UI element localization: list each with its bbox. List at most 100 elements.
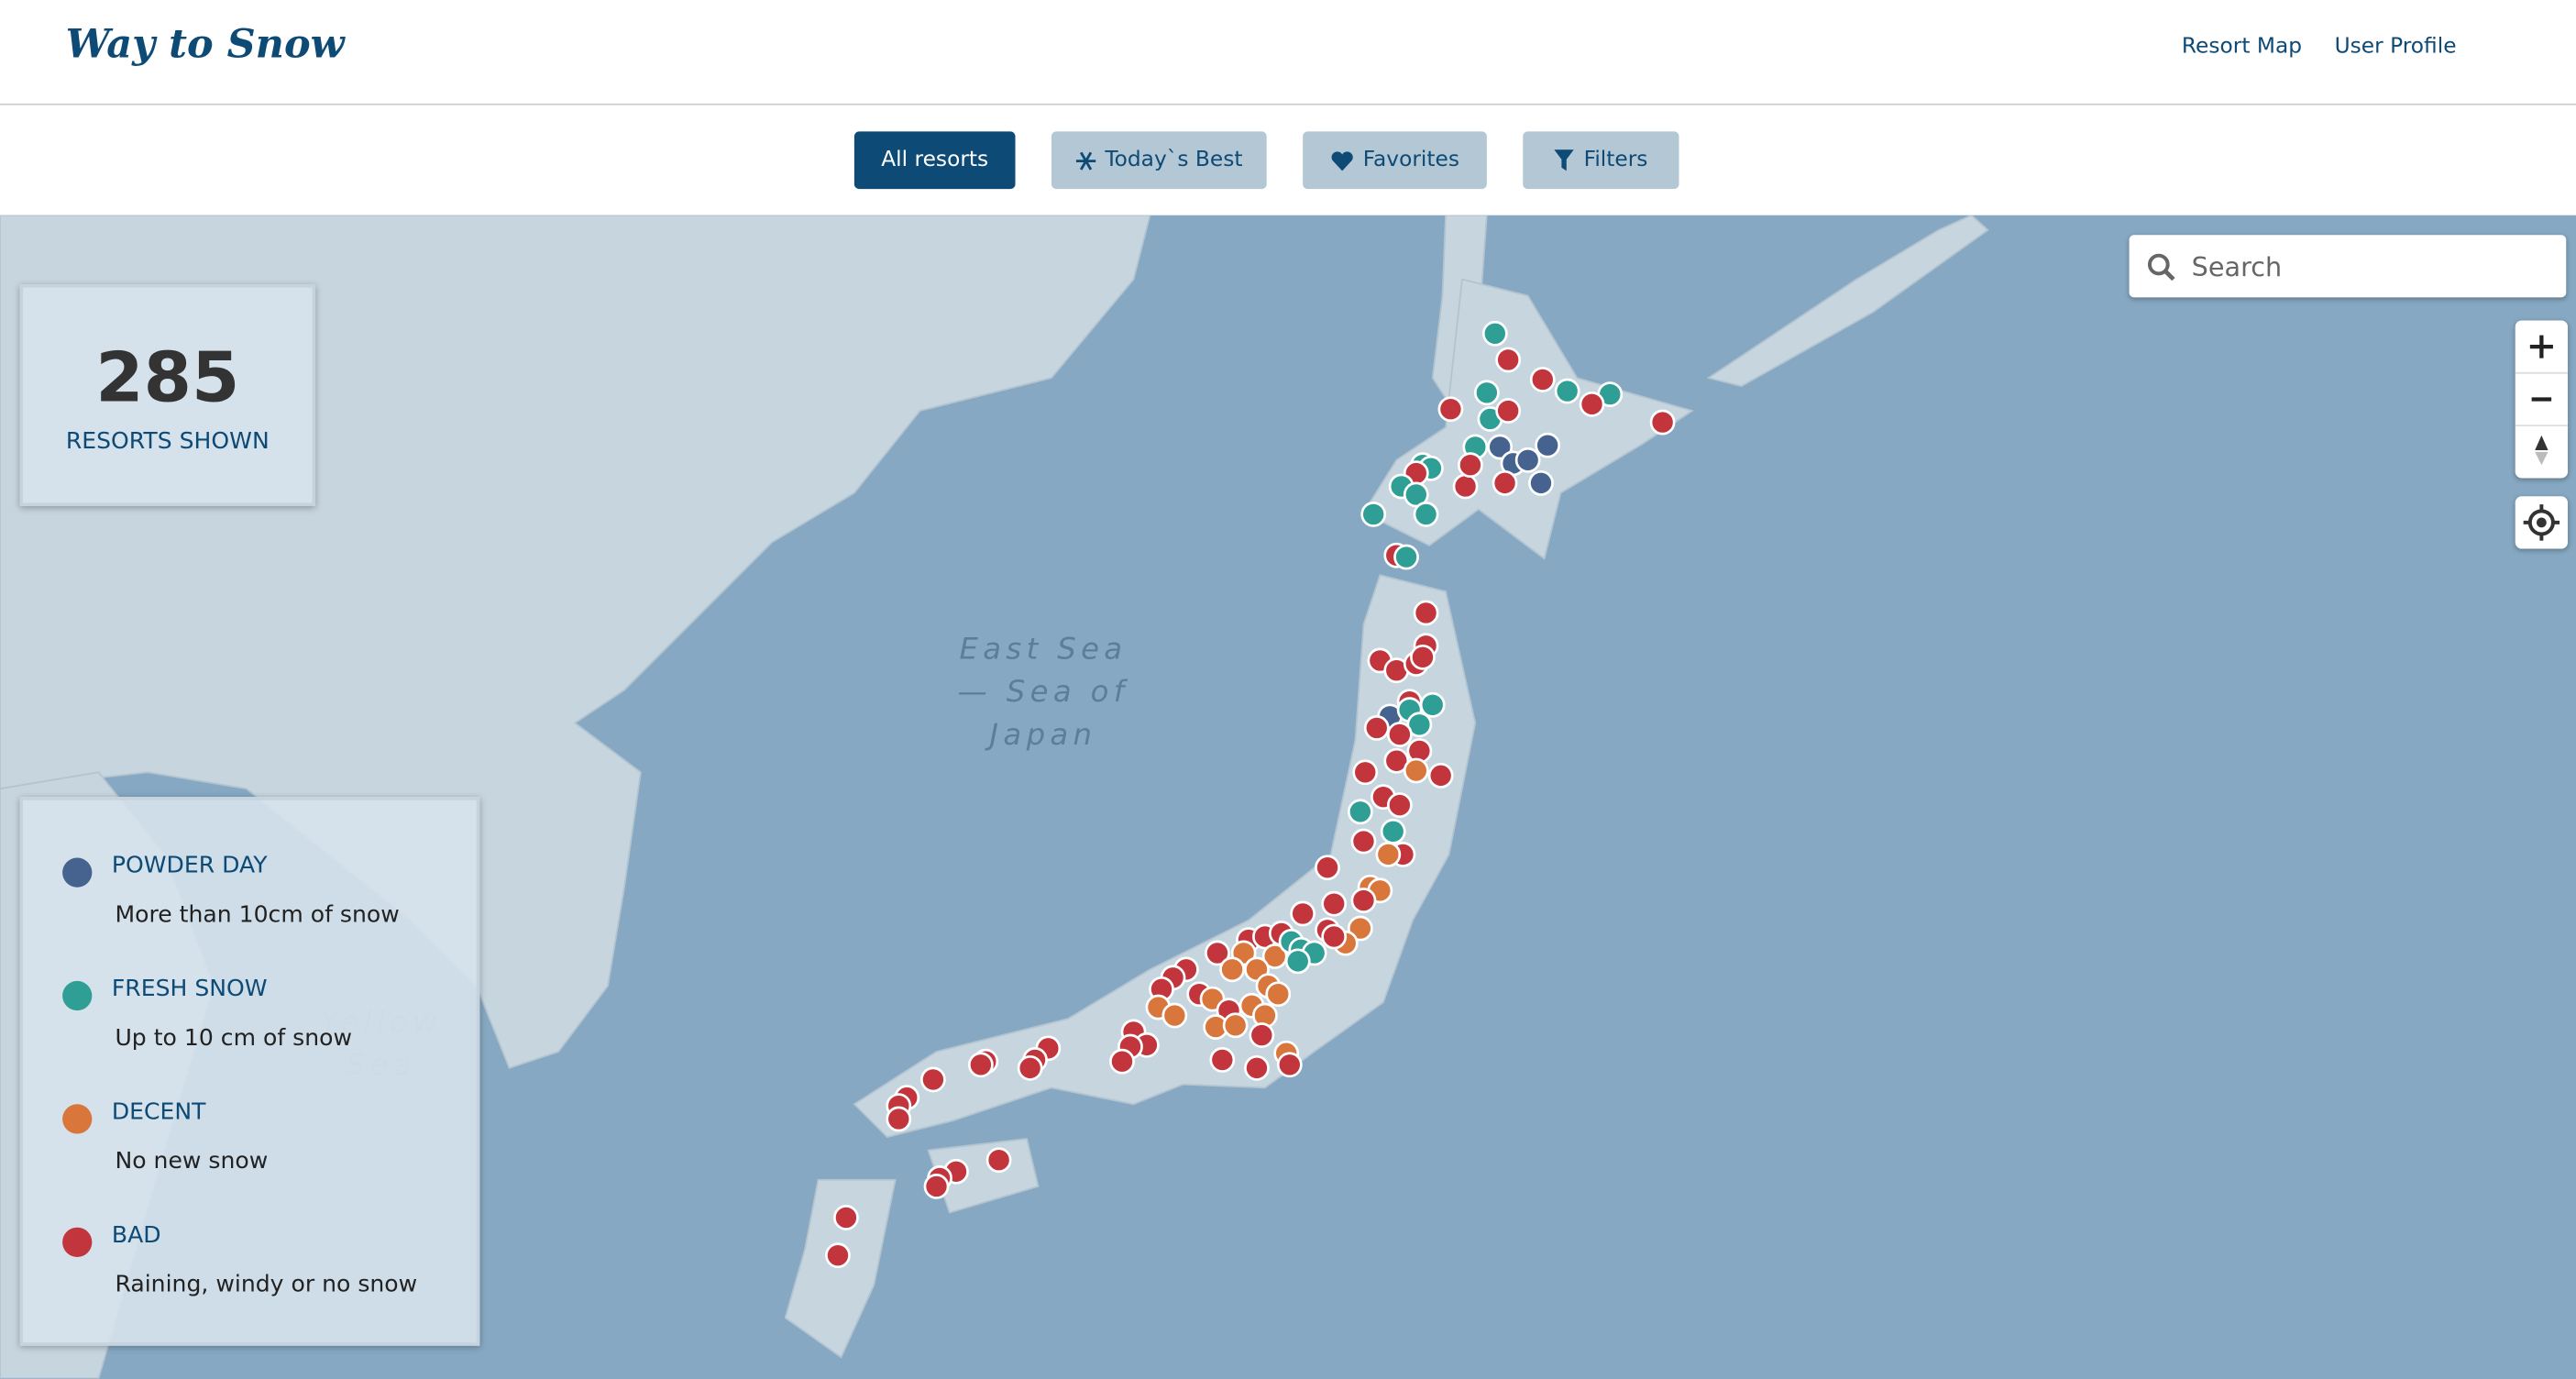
- count-label: RESORTS SHOWN: [65, 428, 270, 456]
- legend-swatch: [62, 857, 93, 888]
- legend-description: Raining, windy or no snow: [115, 1272, 418, 1298]
- legend-swatch: [62, 980, 93, 1011]
- resort-marker[interactable]: [1579, 391, 1605, 417]
- zoom-icons: [2515, 335, 2569, 466]
- heart-icon: [1330, 150, 1353, 171]
- legend-description: Up to 10 cm of snow: [115, 1025, 352, 1052]
- resort-marker[interactable]: [1514, 447, 1541, 473]
- resort-marker[interactable]: [1347, 915, 1373, 942]
- legend-name: FRESH SNOW: [111, 976, 268, 1003]
- resort-marker[interactable]: [1528, 469, 1554, 496]
- legend-name: DECENT: [111, 1098, 206, 1126]
- resort-marker[interactable]: [967, 1052, 994, 1078]
- button-label: Filters: [1583, 148, 1648, 173]
- filter-button[interactable]: Favorites: [1303, 131, 1487, 190]
- resort-count: 285: [95, 336, 240, 418]
- resort-marker[interactable]: [1649, 409, 1676, 436]
- filter-icon: [1554, 149, 1574, 171]
- legend-name: BAD: [111, 1222, 161, 1249]
- resort-marker[interactable]: [1315, 855, 1340, 881]
- resort-marker[interactable]: [1393, 544, 1419, 570]
- resort-marker[interactable]: [1386, 722, 1413, 747]
- resort-marker[interactable]: [1492, 469, 1518, 496]
- resort-marker[interactable]: [1535, 432, 1561, 458]
- resort-marker[interactable]: [1495, 398, 1522, 424]
- search-icon: [2147, 253, 2175, 281]
- legend-description: More than 10cm of snow: [115, 901, 400, 929]
- resort-marker[interactable]: [923, 1174, 950, 1199]
- resort-marker[interactable]: [1427, 762, 1454, 789]
- resort-marker[interactable]: [1249, 1022, 1275, 1048]
- resort-marker[interactable]: [886, 1106, 912, 1132]
- resort-marker[interactable]: [1284, 948, 1311, 975]
- legend-name: POWDER DAY: [111, 853, 268, 879]
- button-label: Today`s Best: [1105, 148, 1243, 173]
- resort-marker[interactable]: [1109, 1048, 1135, 1075]
- filter-button[interactable]: All resorts: [853, 131, 1016, 190]
- locate-icon: [2523, 504, 2560, 541]
- resort-marker[interactable]: [1473, 380, 1500, 406]
- logo[interactable]: Way to Snow: [65, 19, 345, 68]
- resort-marker[interactable]: [1321, 890, 1348, 917]
- resort-marker[interactable]: [1529, 367, 1556, 392]
- resort-markers: [825, 320, 1676, 1269]
- toolbar: All resorts Today`s Best Favorites Filte…: [0, 105, 2576, 215]
- resort-marker[interactable]: [1375, 842, 1402, 867]
- resort-marker[interactable]: [1350, 888, 1377, 913]
- locate-button[interactable]: [2515, 496, 2569, 549]
- count-panel: 285 RESORTS SHOWN: [19, 284, 316, 506]
- resort-marker[interactable]: [1487, 434, 1514, 460]
- resort-marker[interactable]: [1413, 600, 1439, 626]
- resort-marker[interactable]: [1347, 799, 1373, 825]
- button-label: All resorts: [881, 148, 989, 173]
- filter-button[interactable]: Today`s Best: [1051, 131, 1267, 190]
- snowflake-icon: [1075, 150, 1095, 170]
- resort-marker[interactable]: [1406, 712, 1433, 738]
- legend-description: No new snow: [115, 1148, 269, 1175]
- resort-marker[interactable]: [1161, 1002, 1188, 1029]
- resort-marker[interactable]: [825, 1242, 851, 1269]
- resort-marker[interactable]: [1481, 320, 1508, 347]
- resort-marker[interactable]: [1419, 691, 1446, 718]
- map-label: Japan: [985, 717, 1097, 752]
- resort-marker[interactable]: [1360, 502, 1387, 527]
- resort-marker[interactable]: [1244, 1054, 1270, 1081]
- resort-marker[interactable]: [1437, 396, 1464, 423]
- resort-marker[interactable]: [1386, 792, 1413, 819]
- resort-marker[interactable]: [1205, 940, 1230, 966]
- resort-marker[interactable]: [1350, 828, 1377, 855]
- resort-marker[interactable]: [1403, 757, 1429, 784]
- resort-marker[interactable]: [1219, 956, 1245, 983]
- resort-marker[interactable]: [920, 1066, 946, 1093]
- resort-marker[interactable]: [1321, 923, 1348, 950]
- resort-marker[interactable]: [1383, 747, 1410, 774]
- button-label: Favorites: [1362, 148, 1460, 173]
- resort-marker[interactable]: [1265, 981, 1292, 1008]
- header: Way to Snow Resort Map User Profile: [0, 0, 2576, 105]
- resort-marker[interactable]: [985, 1147, 1012, 1174]
- resort-marker[interactable]: [1017, 1054, 1043, 1081]
- map-label: — Sea of: [958, 674, 1129, 709]
- nav-link[interactable]: Resort Map: [2181, 34, 2303, 60]
- resort-marker[interactable]: [1363, 715, 1390, 741]
- resort-marker[interactable]: [1276, 1052, 1303, 1078]
- nav-link[interactable]: User Profile: [2334, 34, 2457, 60]
- resort-marker[interactable]: [1554, 378, 1580, 404]
- resort-marker[interactable]: [1209, 1047, 1236, 1073]
- resort-marker[interactable]: [1290, 900, 1316, 927]
- resort-marker[interactable]: [1222, 1012, 1249, 1039]
- resort-marker[interactable]: [1413, 502, 1439, 527]
- resort-marker[interactable]: [1403, 481, 1429, 508]
- filter-button[interactable]: Filters: [1523, 131, 1679, 190]
- resort-marker[interactable]: [1352, 759, 1379, 786]
- map-label: East Sea: [960, 632, 1128, 667]
- resort-marker[interactable]: [1458, 452, 1483, 479]
- legend-swatch: [62, 1227, 93, 1257]
- resort-marker[interactable]: [1495, 347, 1522, 373]
- resort-marker[interactable]: [1452, 473, 1479, 500]
- resort-marker[interactable]: [1410, 644, 1436, 670]
- search-box[interactable]: Search: [2129, 235, 2567, 298]
- resort-marker[interactable]: [833, 1205, 859, 1230]
- resort-marker[interactable]: [1380, 818, 1406, 844]
